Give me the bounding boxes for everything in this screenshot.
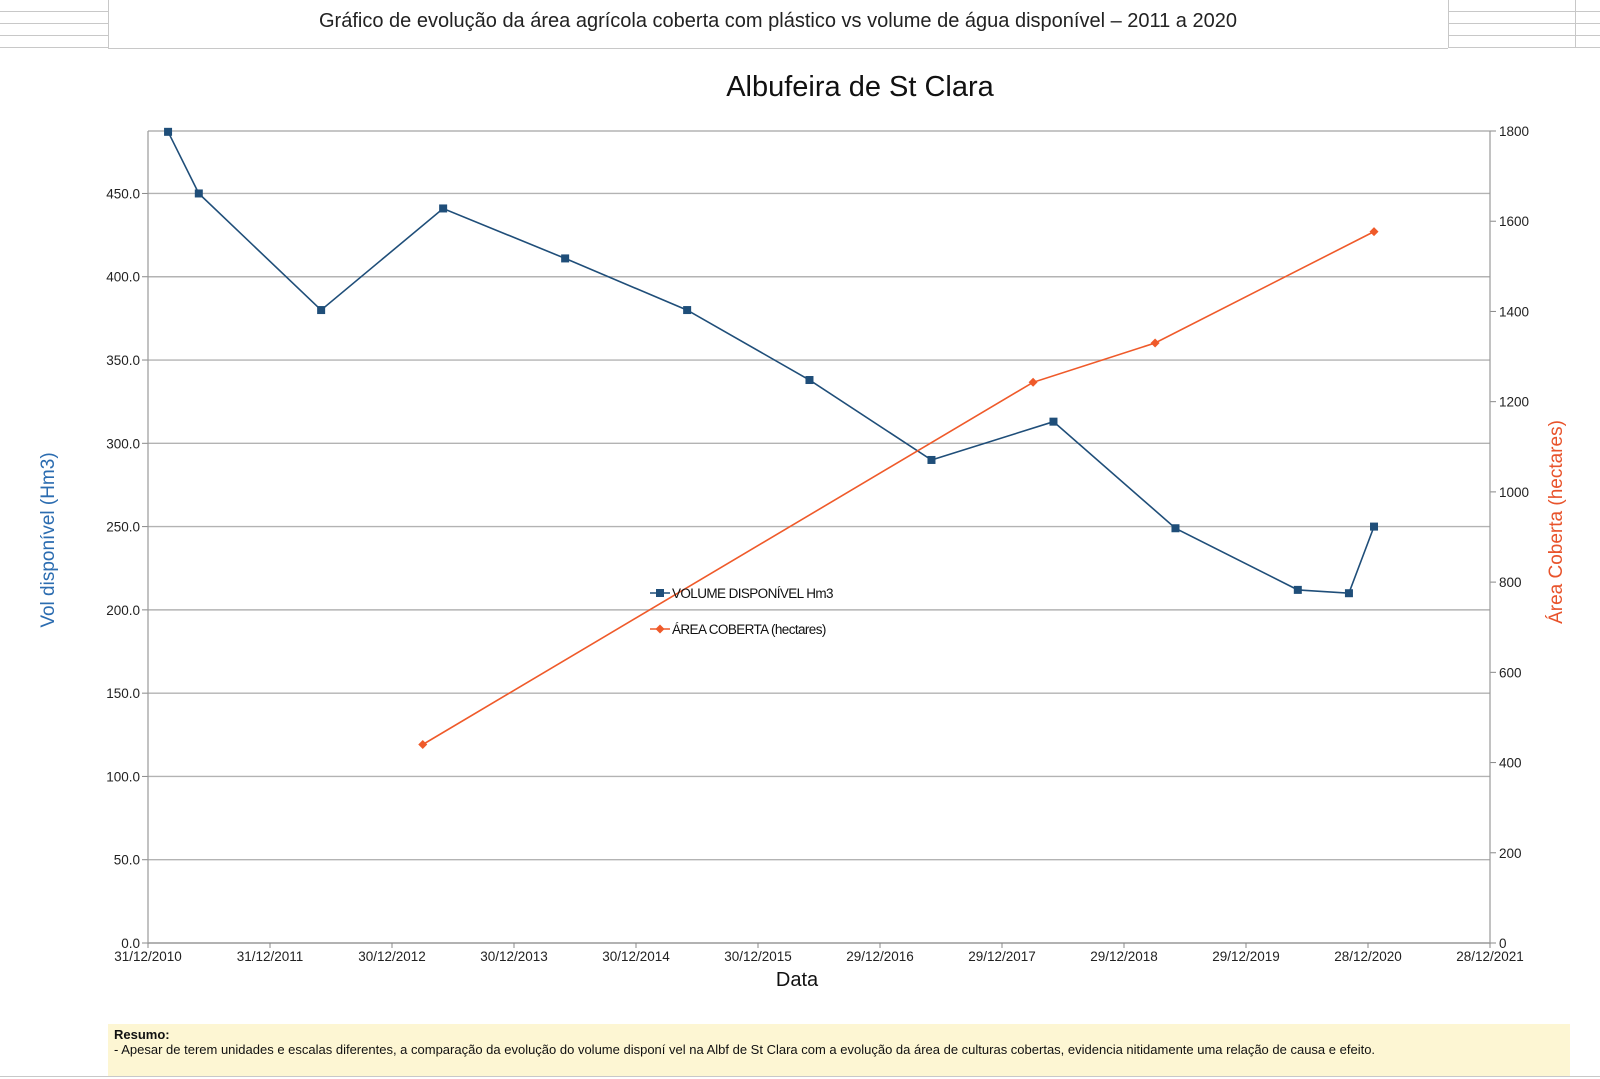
chart: 0.0 50.0 100.0 150.0 200.0 250.0 300.0 350.0 400… — [38, 71, 1567, 991]
data-point — [1344, 589, 1353, 598]
y2-tick-label: 600 — [1499, 665, 1522, 680]
data-point — [805, 376, 814, 385]
legend-label: VOLUME DISPONÍVEL Hm3 — [672, 586, 833, 601]
legend-label: ÁREA COBERTA (hectares) — [672, 622, 826, 637]
data-point — [1028, 377, 1038, 387]
data-point — [927, 455, 936, 464]
summary-title: Resumo: — [114, 1027, 170, 1042]
x-tick-label: 29/12/2018 — [1090, 949, 1158, 964]
data-point — [1049, 417, 1058, 426]
y-tick-label: 50.0 — [114, 853, 140, 868]
data-point — [194, 189, 203, 198]
x-tick-label: 29/12/2016 — [846, 949, 914, 964]
y-tick-label: 450.0 — [106, 186, 140, 201]
chart-text: Albufeira de St Clara Data Vol disponíve… — [38, 71, 1567, 991]
data-point — [439, 204, 448, 213]
data-point — [1150, 338, 1160, 348]
data-point — [1293, 585, 1302, 594]
y-axis-title-left: Vol disponível (Hm3) — [38, 452, 59, 627]
y-tick-label: 350.0 — [106, 353, 140, 368]
data-point — [561, 254, 570, 263]
y-tick-label: 0.0 — [121, 936, 140, 951]
y2-tick-label: 1800 — [1499, 124, 1529, 139]
chart-title: Albufeira de St Clara — [726, 71, 994, 103]
x-tick-label: 28/12/2020 — [1334, 949, 1402, 964]
legend-marker — [655, 624, 665, 634]
gridlines — [148, 130, 1490, 944]
summary-box: Resumo: - Apesar de terem unidades e esc… — [108, 1024, 1570, 1076]
axes: 0.0 50.0 100.0 150.0 200.0 250.0 300.0 350.0 400… — [106, 124, 1529, 964]
x-tick-label: 30/12/2014 — [602, 949, 670, 964]
y2-tick-label: 1600 — [1499, 214, 1529, 229]
y-tick-label: 150.0 — [106, 686, 140, 701]
y2-tick-label: 1200 — [1499, 395, 1529, 410]
x-tick-label: 31/12/2010 — [114, 949, 182, 964]
summary-text: - Apesar de terem unidades e escalas dif… — [114, 1042, 1376, 1057]
y2-tick-label: 200 — [1499, 846, 1522, 861]
y2-tick-label: 400 — [1499, 756, 1522, 771]
data-point — [1171, 524, 1180, 533]
y2-tick-label: 1000 — [1499, 485, 1529, 500]
x-tick-label: 29/12/2019 — [1212, 949, 1280, 964]
y2-tick-label: 0 — [1499, 936, 1507, 951]
y-tick-label: 200.0 — [106, 603, 140, 618]
data-point — [1369, 227, 1379, 237]
y2-tick-label: 800 — [1499, 575, 1522, 590]
data-point — [164, 127, 173, 136]
sheet-header-title: Gráfico de evolução da área agrícola cob… — [108, 0, 1448, 49]
data-point — [683, 306, 692, 315]
y-tick-label: 400.0 — [106, 270, 140, 285]
data-point — [1370, 522, 1379, 531]
x-tick-label: 30/12/2013 — [480, 949, 548, 964]
legend: VOLUME DISPONÍVEL Hm3 ÁREA COBERTA (hecta… — [650, 586, 834, 637]
y-tick-label: 250.0 — [106, 520, 140, 535]
data-point — [418, 740, 428, 750]
series-line-area — [422, 230, 1375, 746]
spreadsheet-cells-right — [1448, 0, 1600, 48]
x-tick-label: 30/12/2015 — [724, 949, 792, 964]
y2-tick-label: 1400 — [1499, 304, 1529, 319]
y-tick-label: 100.0 — [106, 769, 140, 784]
x-tick-label: 29/12/2017 — [968, 949, 1036, 964]
legend-marker — [656, 589, 664, 597]
x-tick-label: 30/12/2012 — [358, 949, 426, 964]
x-tick-label: 31/12/2011 — [237, 949, 304, 964]
x-axis-title: Data — [776, 969, 819, 991]
y-axis-title-right: Área Coberta (hectares) — [1546, 420, 1567, 624]
series — [164, 127, 1379, 750]
spreadsheet-cells-left — [0, 0, 109, 48]
x-tick-label: 28/12/2021 — [1456, 949, 1524, 964]
series-line-volume — [167, 131, 1375, 595]
y-tick-label: 300.0 — [106, 436, 140, 451]
sheet-bottom-border — [0, 1076, 1600, 1077]
data-point — [317, 306, 326, 315]
